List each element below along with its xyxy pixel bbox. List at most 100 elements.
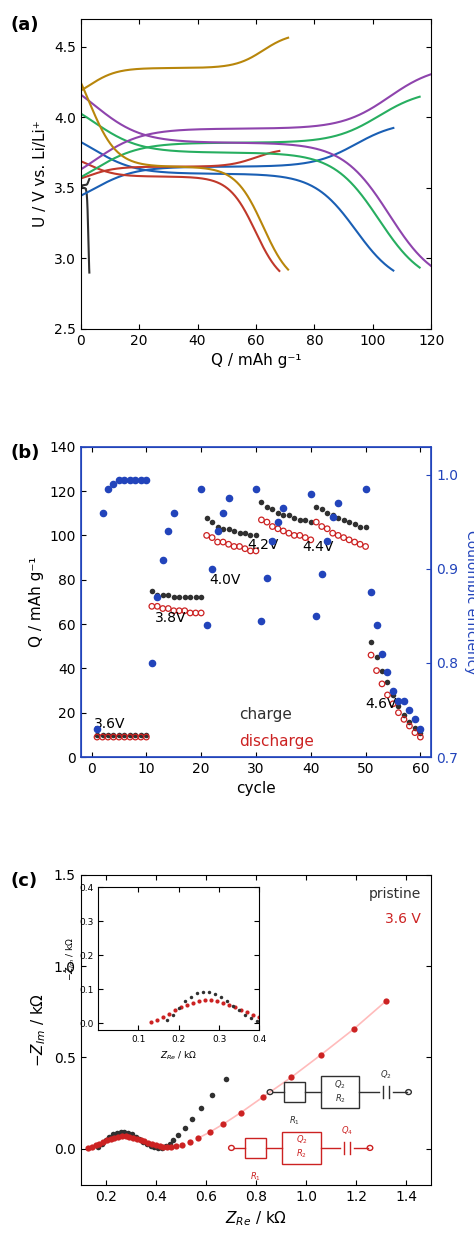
Point (280, 498, 287, 517)
Point (143, 470, 150, 490)
Y-axis label: Coulombic efficiency: Coulombic efficiency (464, 530, 474, 674)
Point (296, 510, 303, 530)
Point (203, 508, 210, 527)
Point (170, 601, 178, 620)
Point (109, 727, 117, 747)
Point (159, 598, 166, 618)
Text: $Q_2$: $Q_2$ (296, 1134, 308, 1147)
Point (301, 527, 309, 547)
Point (197, 603, 205, 623)
Point (219, 519, 227, 539)
X-axis label: cycle: cycle (236, 782, 276, 797)
Point (389, 681, 397, 701)
Point (383, 663, 391, 683)
Point (203, 525, 210, 545)
Text: pristine: pristine (369, 887, 421, 901)
Text: 4.2V: 4.2V (248, 537, 279, 552)
Point (318, 499, 326, 519)
Point (225, 489, 232, 509)
Point (120, 727, 128, 747)
Text: (c): (c) (10, 871, 37, 890)
Point (406, 700, 413, 720)
Point (280, 521, 287, 541)
Point (285, 524, 292, 544)
Point (367, 582, 375, 602)
Point (104, 725, 112, 745)
Point (346, 530, 353, 550)
Text: 4.0V: 4.0V (210, 573, 241, 587)
Point (312, 513, 320, 532)
Point (109, 725, 117, 745)
Point (252, 541, 260, 561)
Point (164, 521, 172, 541)
Point (132, 725, 139, 745)
Point (269, 531, 276, 551)
Point (406, 711, 413, 731)
Point (175, 601, 183, 620)
Point (236, 524, 243, 544)
Point (104, 727, 112, 747)
Point (378, 644, 386, 664)
Point (154, 587, 161, 607)
Point (323, 531, 331, 551)
Point (367, 645, 375, 665)
Point (323, 504, 331, 524)
Point (258, 611, 265, 630)
Point (137, 725, 145, 745)
Point (99, 727, 106, 747)
Point (93, 719, 101, 738)
Point (186, 603, 194, 623)
Point (389, 685, 397, 705)
Point (164, 586, 172, 606)
Point (192, 587, 200, 607)
Text: $R_1$: $R_1$ (289, 1114, 300, 1127)
Point (120, 470, 128, 490)
Point (312, 496, 320, 516)
Point (115, 727, 123, 747)
Point (181, 587, 189, 607)
Point (192, 603, 200, 623)
Text: 4.6V: 4.6V (365, 697, 397, 711)
Point (214, 516, 221, 536)
Point (246, 541, 254, 561)
X-axis label: $Z_{Re}$ / k$\Omega$: $Z_{Re}$ / k$\Omega$ (225, 1210, 287, 1229)
Point (334, 508, 342, 527)
Point (241, 539, 249, 558)
Point (395, 702, 402, 722)
Point (209, 513, 216, 532)
Text: $Q_4$: $Q_4$ (341, 1124, 353, 1137)
Point (258, 510, 265, 530)
Point (170, 587, 178, 607)
Point (269, 499, 276, 519)
Point (230, 536, 238, 556)
Point (395, 691, 402, 711)
Point (400, 705, 408, 725)
Point (99, 725, 106, 745)
Point (291, 508, 298, 527)
Point (373, 616, 380, 635)
Point (225, 519, 232, 539)
Point (115, 725, 123, 745)
Point (148, 597, 155, 617)
Point (148, 653, 155, 673)
Point (175, 587, 183, 607)
Point (411, 719, 419, 738)
Point (362, 516, 369, 536)
Point (296, 525, 303, 545)
Point (143, 725, 150, 745)
Point (417, 722, 424, 742)
Point (274, 513, 282, 532)
Point (225, 535, 232, 555)
Point (417, 719, 424, 738)
Point (351, 532, 358, 552)
Point (214, 532, 221, 552)
Point (126, 470, 134, 490)
Point (318, 563, 326, 583)
Point (170, 503, 178, 522)
Text: charge: charge (239, 707, 292, 722)
Point (99, 503, 106, 522)
Point (164, 598, 172, 618)
Point (252, 479, 260, 499)
Point (378, 674, 386, 694)
Point (148, 581, 155, 601)
